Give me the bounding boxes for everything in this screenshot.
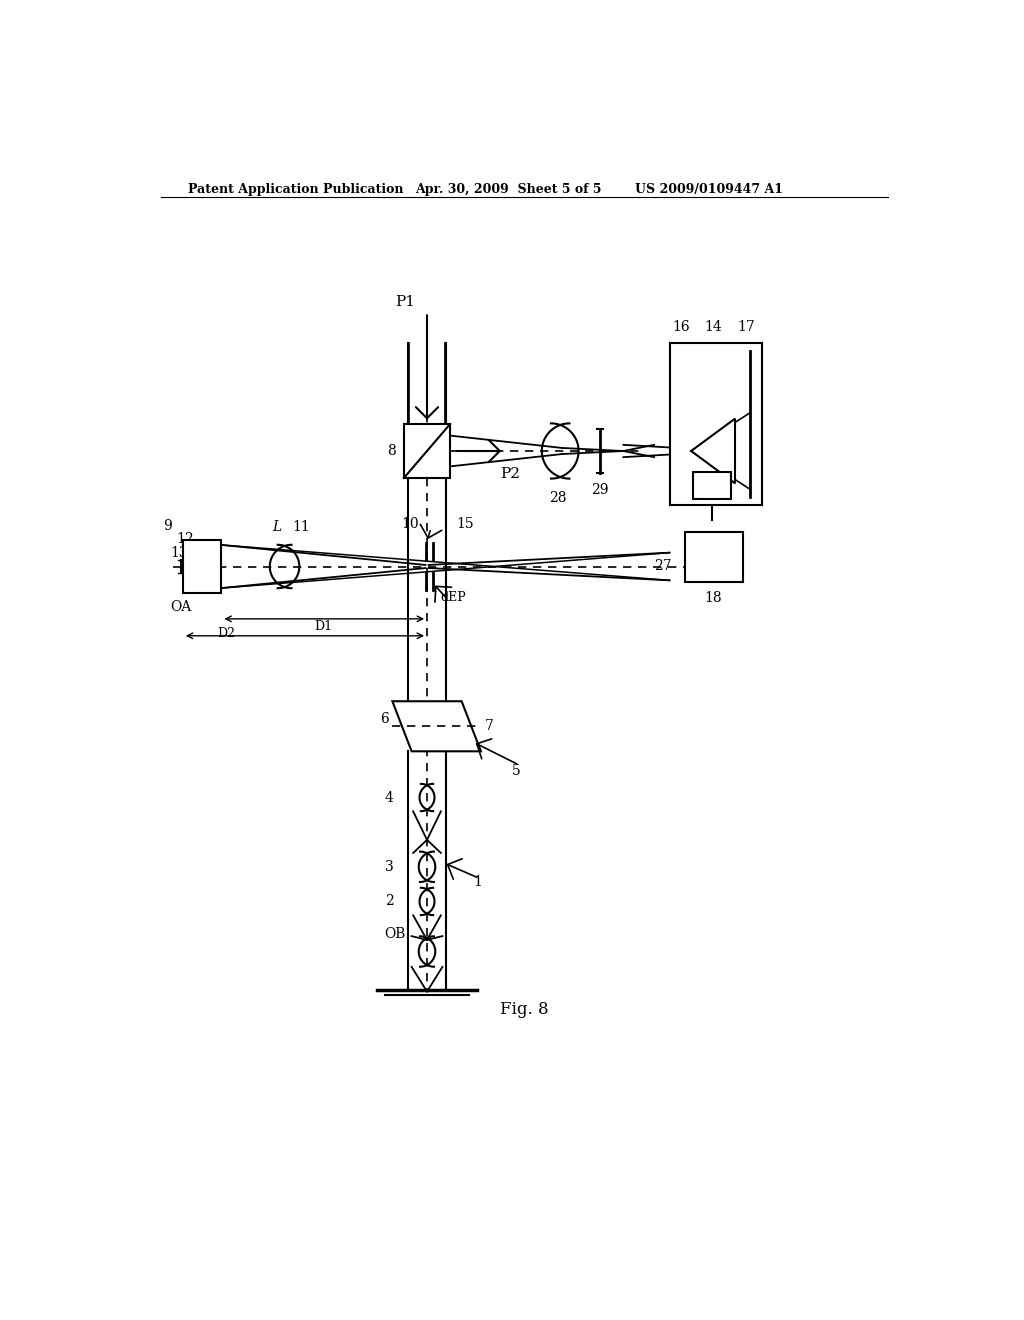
- Polygon shape: [691, 418, 735, 483]
- Bar: [670, 343, 762, 506]
- Text: 7: 7: [484, 719, 494, 734]
- Text: 4: 4: [385, 791, 393, 804]
- Text: 28: 28: [549, 491, 566, 506]
- Text: US 2009/0109447 A1: US 2009/0109447 A1: [635, 183, 783, 197]
- Text: 5: 5: [512, 763, 520, 777]
- Text: 27: 27: [654, 560, 672, 573]
- Text: 10: 10: [401, 517, 419, 531]
- Text: OA: OA: [171, 599, 191, 614]
- Text: Fig. 8: Fig. 8: [501, 1001, 549, 1018]
- Text: 12: 12: [177, 532, 195, 545]
- Text: 13: 13: [171, 545, 188, 560]
- Text: 17: 17: [737, 319, 756, 334]
- Text: P1: P1: [394, 294, 415, 309]
- Text: 2: 2: [385, 895, 393, 908]
- Text: 3: 3: [385, 859, 393, 874]
- Text: 14: 14: [705, 319, 722, 334]
- Bar: [183, 540, 221, 594]
- Text: D2: D2: [217, 627, 234, 640]
- Text: 6: 6: [380, 711, 388, 726]
- Polygon shape: [392, 701, 481, 751]
- Text: 9: 9: [164, 520, 172, 533]
- Text: L: L: [272, 520, 282, 535]
- Text: Apr. 30, 2009  Sheet 5 of 5: Apr. 30, 2009 Sheet 5 of 5: [416, 183, 602, 197]
- Text: OB: OB: [385, 927, 407, 941]
- Text: 8: 8: [387, 444, 396, 458]
- Text: 29: 29: [592, 483, 609, 498]
- Text: 1: 1: [473, 875, 482, 890]
- Text: Patent Application Publication: Patent Application Publication: [188, 183, 403, 197]
- Text: 11: 11: [293, 520, 310, 535]
- Bar: [685, 532, 742, 582]
- Text: dEP: dEP: [441, 591, 467, 603]
- Text: 18: 18: [705, 591, 722, 605]
- Text: 15: 15: [457, 517, 474, 531]
- Bar: [403, 424, 451, 478]
- Text: P2: P2: [500, 467, 520, 480]
- Text: D1: D1: [314, 620, 332, 634]
- Text: 16: 16: [673, 319, 690, 334]
- Bar: [692, 471, 731, 499]
